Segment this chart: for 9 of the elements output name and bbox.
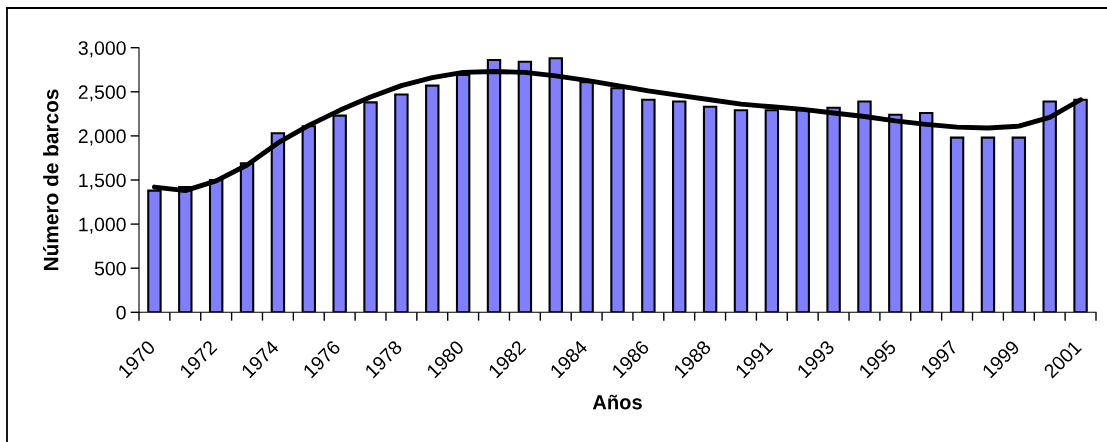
- y-tick-label: 3,000: [78, 41, 126, 58]
- y-tick-label: 2,500: [78, 85, 126, 102]
- y-tick-label: 1,500: [79, 173, 126, 190]
- y-tick-label: 500: [94, 261, 126, 276]
- y-tick-label: 1,000: [79, 217, 126, 234]
- y-tick-label: 2,000: [78, 129, 126, 146]
- y-tick-label: 0: [116, 305, 126, 320]
- x-axis-title: Años: [592, 394, 642, 410]
- y-axis-title: Número de barcos: [42, 89, 59, 271]
